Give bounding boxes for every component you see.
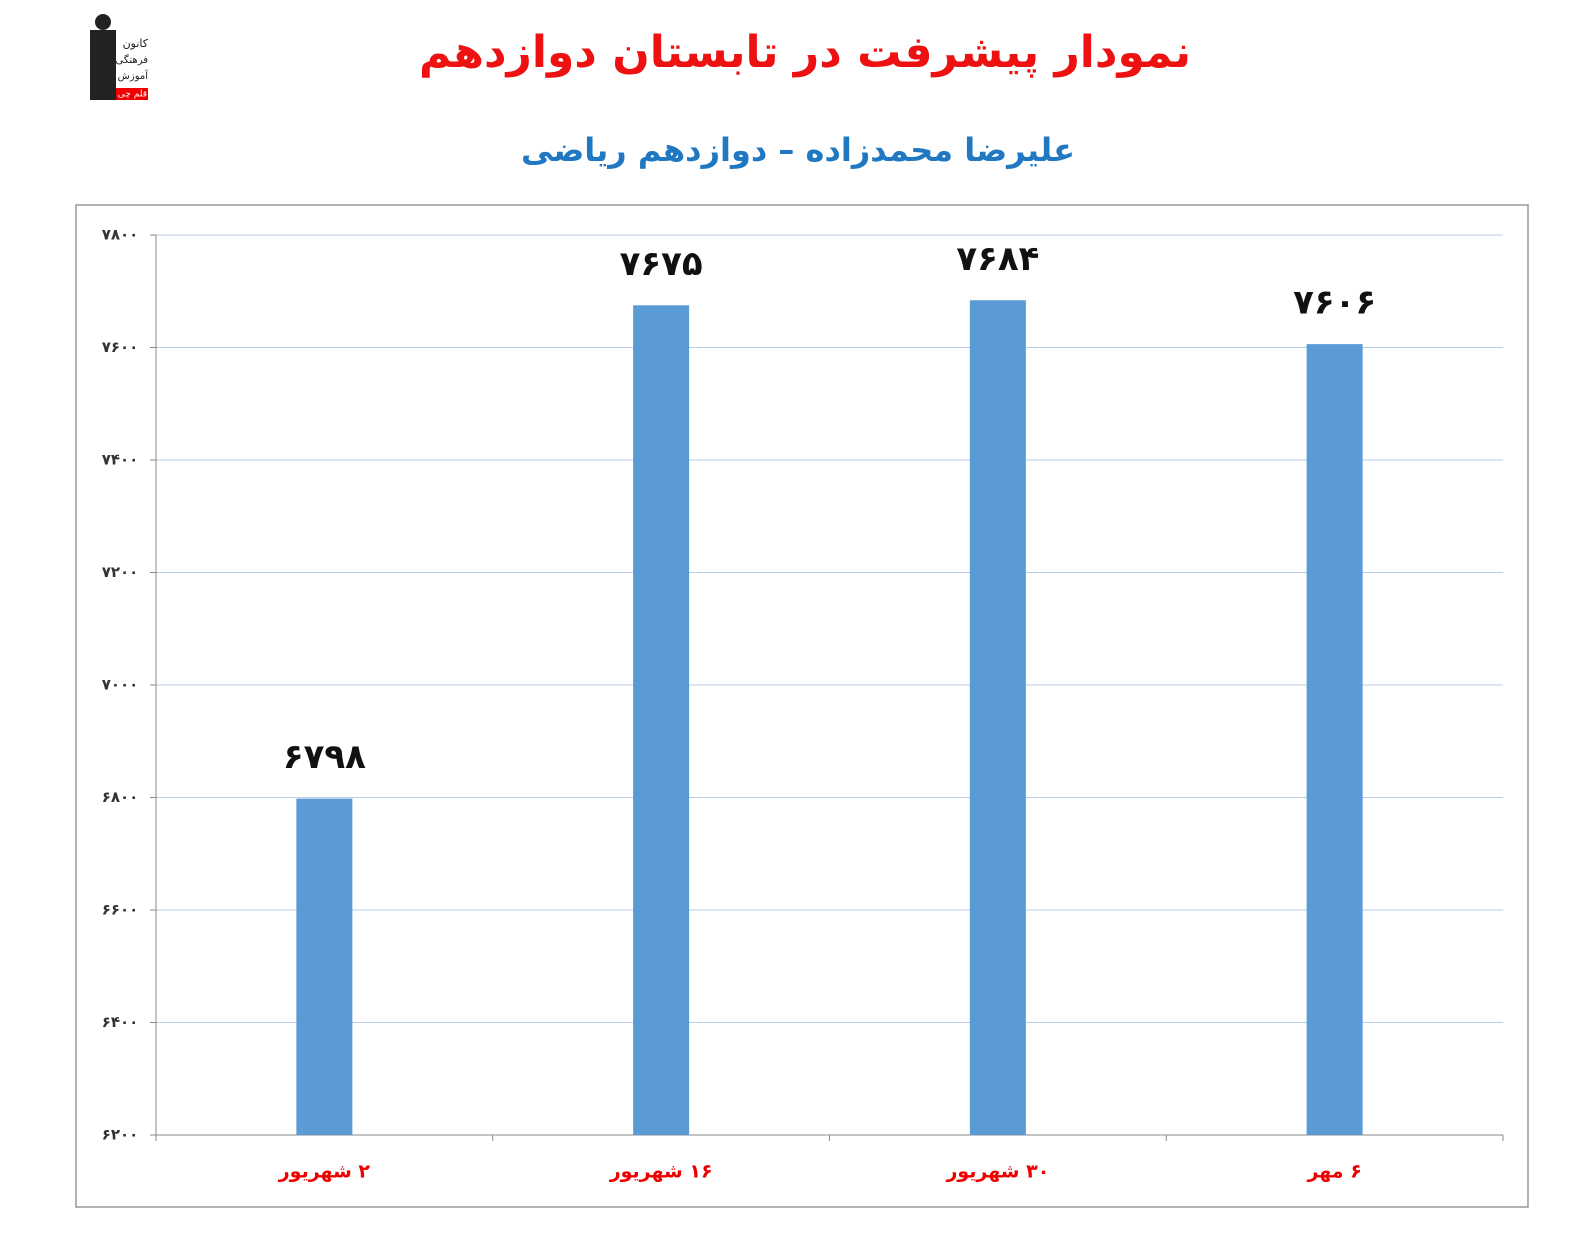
y-tick-label: ۶۶۰۰: [102, 901, 139, 919]
value-label: ۷۶۰۶: [1293, 283, 1376, 323]
x-tick-label: ۱۶ شهریور: [609, 1161, 713, 1183]
bar: [296, 798, 353, 1135]
plot-frame: [75, 204, 1529, 1208]
y-tick-label: ۶۸۰۰: [102, 788, 139, 806]
logo-text: فرهنگی: [116, 54, 149, 66]
value-label: ۶۷۹۸: [283, 737, 366, 777]
y-tick-label: ۷۶۰۰: [102, 338, 139, 356]
logo-text: کانون: [123, 37, 149, 50]
x-tick-label: ۳۰ شهریور: [945, 1161, 1049, 1183]
x-tick-label: ۶ مهر: [1306, 1161, 1361, 1183]
logo-band: [116, 88, 148, 100]
logo-text: آموزش: [118, 69, 150, 82]
y-tick-label: ۷۴۰۰: [102, 451, 139, 469]
y-tick-label: ۷۰۰۰: [102, 676, 139, 694]
y-tick-label: ۷۸۰۰: [102, 226, 139, 244]
logo: کانون فرهنگی آموزش قلم چی: [90, 14, 149, 100]
x-tick-label: ۲ شهریور: [278, 1161, 371, 1183]
chart-subtitle: علیرضا محمدزاده – دوازدهم ریاضی: [521, 131, 1075, 169]
bar: [969, 300, 1026, 1135]
value-label: ۷۶۷۵: [620, 244, 703, 284]
logo-head: [95, 14, 111, 30]
bar: [633, 305, 690, 1135]
bar: [1306, 344, 1363, 1135]
y-tick-label: ۶۲۰۰: [102, 1126, 139, 1144]
logo-text: قلم چی: [118, 90, 147, 100]
logo-figure: [90, 30, 116, 100]
chart-title: نمودار پیشرفت در تابستان دوازدهم: [419, 27, 1191, 78]
value-label: ۷۶۸۴: [956, 239, 1039, 279]
y-tick-label: ۷۲۰۰: [102, 563, 139, 581]
y-tick-label: ۶۴۰۰: [102, 1013, 139, 1031]
